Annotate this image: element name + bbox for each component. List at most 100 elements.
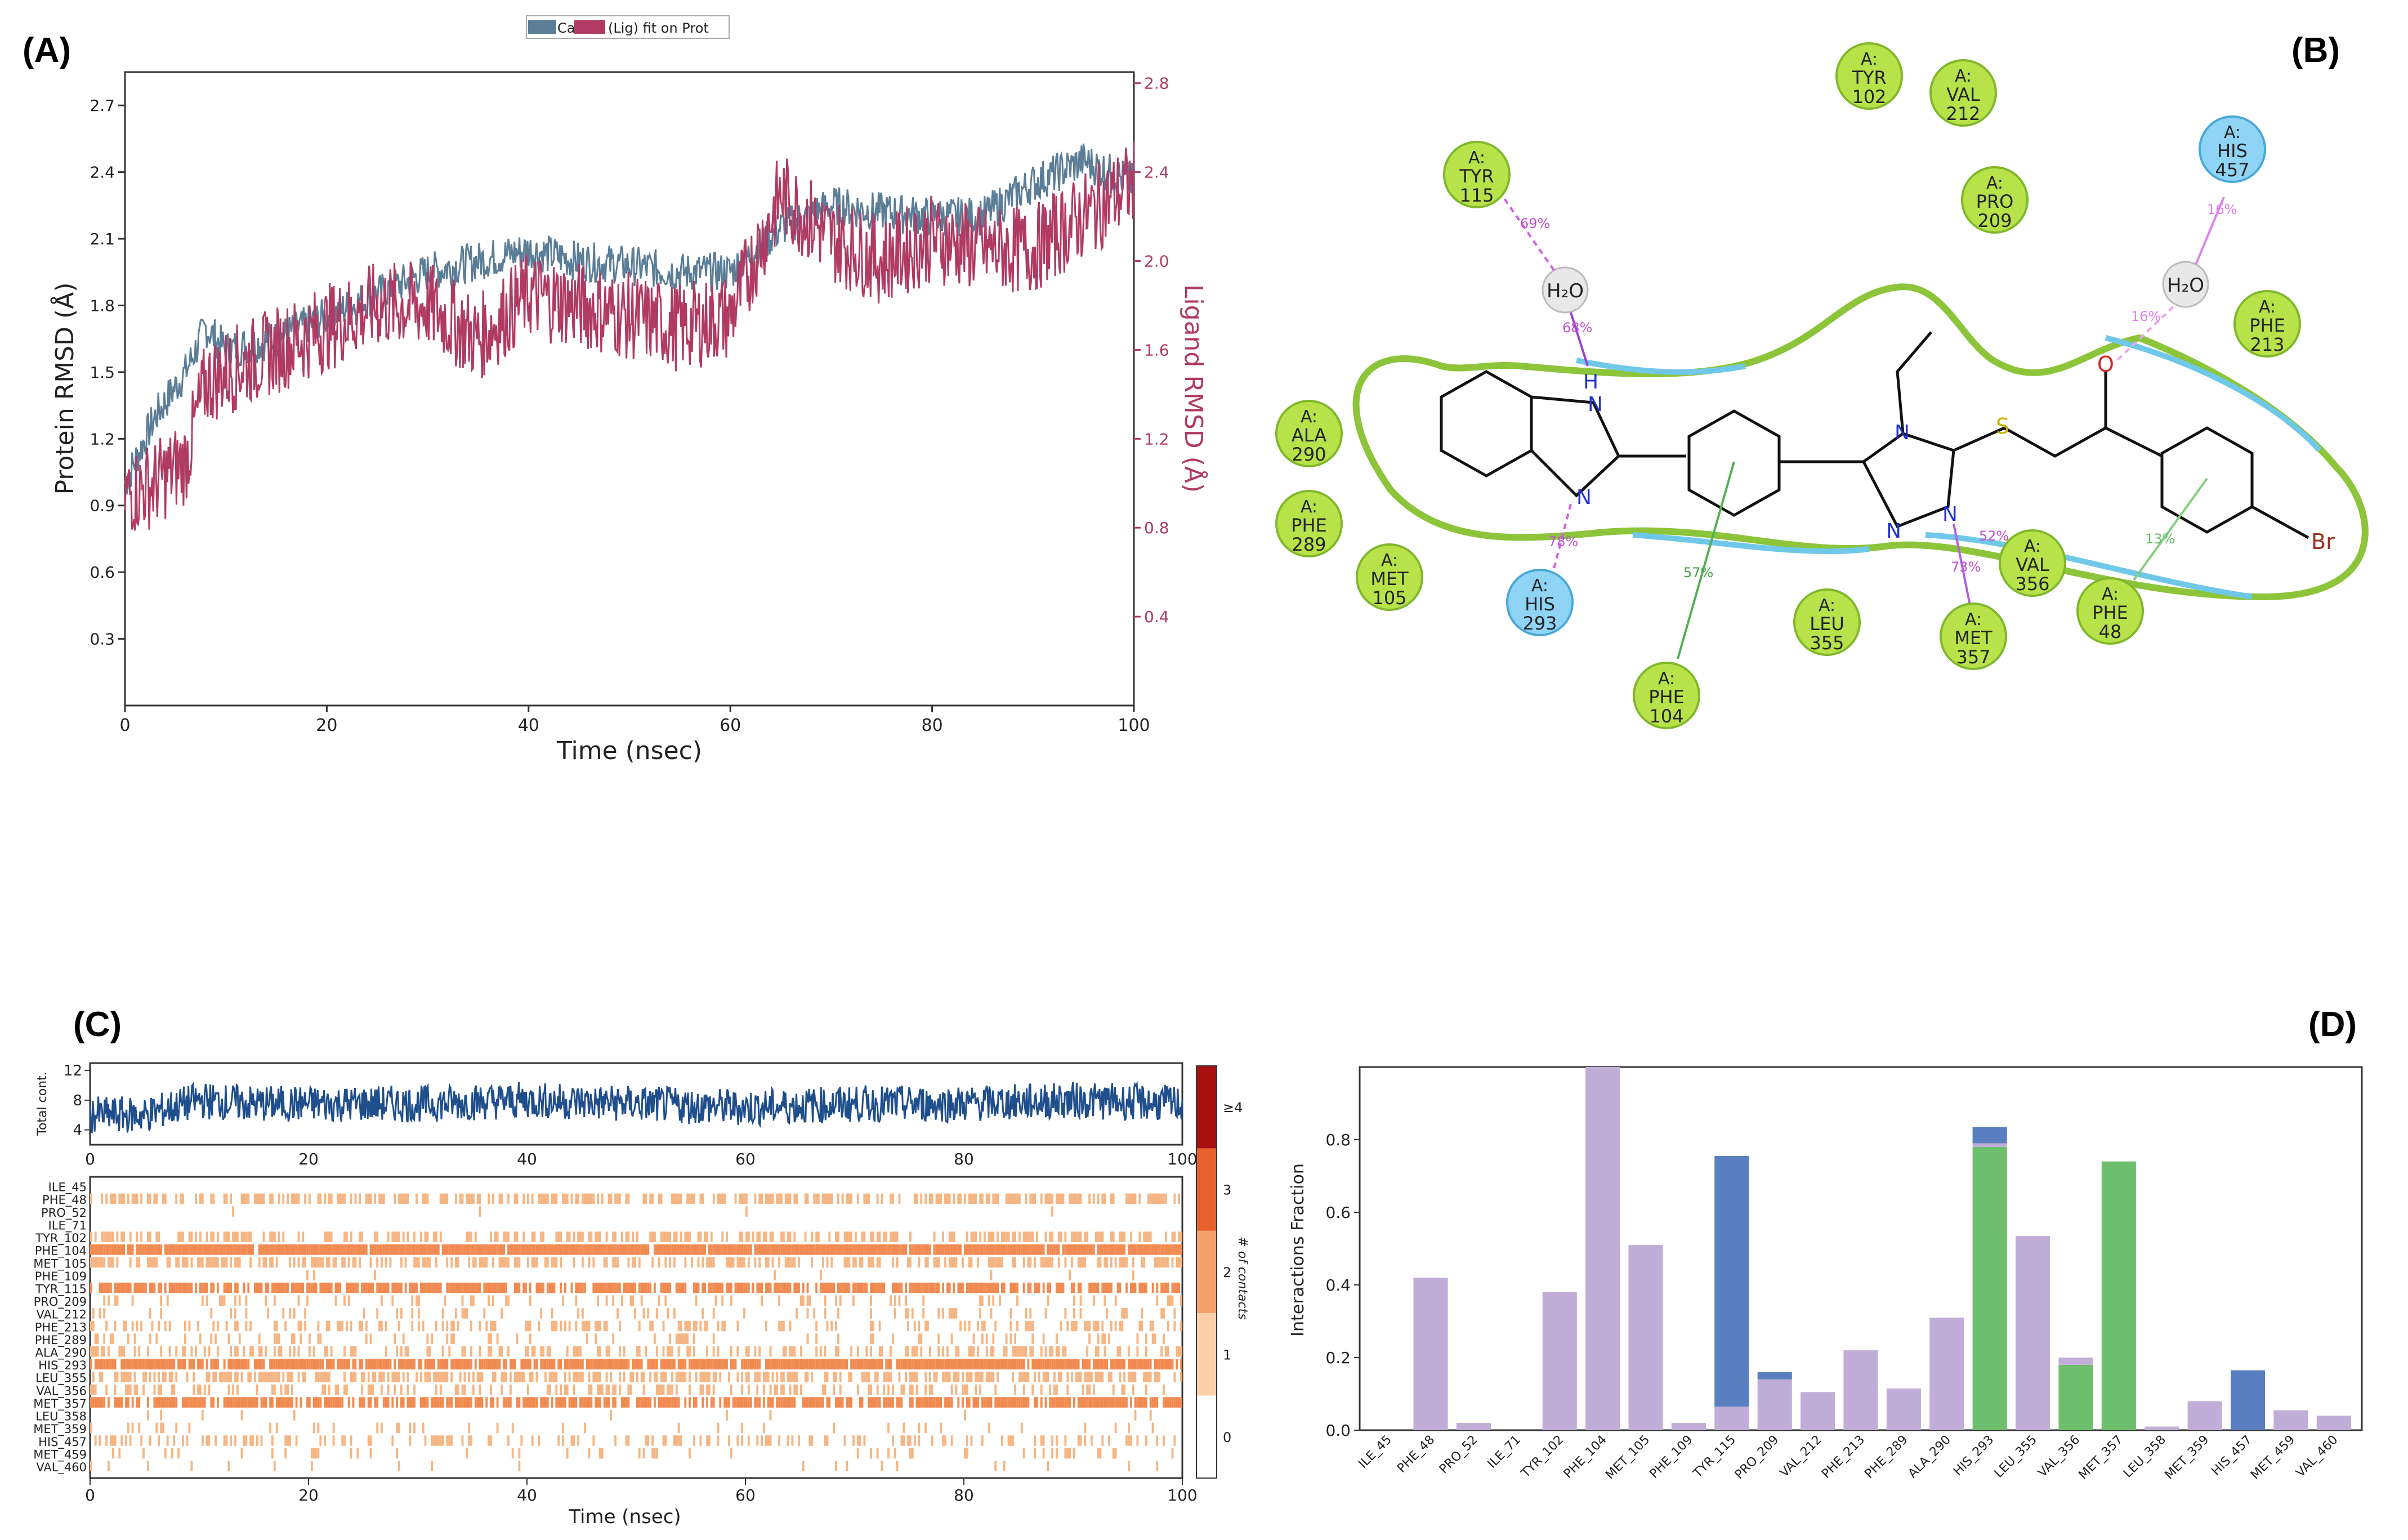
rmsd-left-tick-label: 1.2 (90, 430, 115, 448)
fraction-x-tick-label: MET_459 (2248, 1433, 2298, 1483)
total-contacts-x-tick-label: 40 (517, 1150, 537, 1168)
fraction-x-tick-label: TYR_102 (1518, 1433, 1567, 1481)
pct-water-right: 16% (2131, 309, 2161, 324)
heatmap-residue-label: VAL_460 (36, 1461, 87, 1475)
heatmap-row (111, 1448, 1174, 1459)
fraction-x-tick-label: MET_105 (1603, 1433, 1652, 1483)
residue-circle (1999, 529, 2066, 597)
total-contacts-tick-label: 4 (73, 1122, 82, 1139)
colorbar-label: # of contacts (1235, 1237, 1249, 1319)
bond-ring-br (2251, 505, 2309, 539)
hbond-water-right (2116, 306, 2174, 361)
rmsd-right-tick-label: 2.8 (1144, 74, 1169, 93)
heatmap-residue-label: VAL_356 (36, 1384, 87, 1398)
bar-met-459-hydrophobic (2273, 1410, 2308, 1430)
contacts-x-tick-label: 0 (85, 1486, 95, 1505)
heatmap-residue-label: MET_359 (33, 1422, 87, 1436)
residue-number: 357 (1956, 646, 1990, 668)
pct-his293-b: 52% (1979, 528, 2009, 544)
residue-name: LEU (1810, 613, 1844, 635)
bar-val-460-hydrophobic (2316, 1416, 2351, 1430)
heatmap-row (90, 1461, 1159, 1471)
residue-name: PHE (1648, 686, 1685, 708)
bar-pro-209-water-bridges (1757, 1372, 1792, 1380)
rmsd-right-tick-label: 0.8 (1144, 519, 1169, 537)
rmsd-left-tick-label: 0.9 (90, 497, 115, 515)
contacts-x-tick-label: 80 (954, 1486, 974, 1505)
bar-phe-104-hydrophobic (1585, 1067, 1620, 1430)
residue-circle (1356, 543, 1423, 611)
rmsd-x-tick-label: 100 (1118, 716, 1150, 735)
residue-name: TYR (1851, 67, 1886, 88)
rmsd-x-tick-label: 40 (518, 716, 539, 735)
bar-his-293-water-bridges (1972, 1127, 2007, 1144)
residue-circle (1443, 141, 1511, 208)
heatmap-row (306, 1270, 1134, 1280)
rmsd-plot-frame (124, 71, 1135, 707)
fraction-y-axis: 0.0 0.2 0.4 0.6 0.8 (1325, 1131, 1360, 1440)
rmsd-right-tick-label: 2.4 (1144, 163, 1169, 182)
residue-chain: A: (1965, 610, 1982, 630)
fraction-x-tick-label: PHE_104 (1561, 1433, 1610, 1481)
heatmap-residue-label: ILE_71 (48, 1218, 87, 1233)
total-contacts-x-tick-label: 20 (298, 1150, 319, 1168)
fraction-x-tick-label: PHE_48 (1395, 1433, 1437, 1476)
residue-number: 105 (1372, 587, 1406, 609)
panel-label-c: (C) (73, 1005, 122, 1044)
rmsd-left-axis: 0.3 0.6 0.9 1.2 1.5 1.8 2.1 2.4 2.7 (90, 96, 125, 649)
residue-number: 355 (1810, 632, 1844, 654)
residue-name: MET (1954, 627, 1992, 649)
rmsd-x-label: Time (nsec) (556, 736, 702, 765)
rmsd-x-tick-label: 0 (119, 716, 130, 735)
rmsd-left-label: Protein RMSD (Å) (50, 283, 79, 495)
heatmap-row (232, 1206, 1054, 1217)
atom-n1: N (1588, 393, 1603, 416)
panel-a-rmsd-plot: 0.3 0.6 0.9 1.2 1.5 1.8 2.1 2.4 2.7 0.4 0.8 1.2 1.6… (50, 15, 1209, 765)
residue-chain: A: (1301, 407, 1317, 427)
phenyl-ring (1687, 409, 1781, 517)
total-contacts-plot: 4 8 12 0 20 40 60 80 100 (64, 1063, 1198, 1168)
fraction-x-tick-label: VAL_212 (1777, 1433, 1825, 1480)
heatmap-residue-label: VAL_212 (36, 1308, 87, 1322)
heatmap-residue-label: HIS_293 (38, 1359, 87, 1373)
heatmap-row (90, 1346, 1182, 1357)
residue-chain: A: (2224, 123, 2241, 142)
total-contacts-x-tick-label: 100 (1167, 1150, 1197, 1168)
colorbar-tick-label: 3 (1223, 1182, 1231, 1198)
residue-circle (1506, 569, 1574, 636)
residue-name: PRO (1976, 191, 2014, 212)
residue-circle (1940, 602, 2007, 670)
heatmap-residue-label: ALA_290 (35, 1346, 87, 1360)
bar-his-293-hydrophobic (1972, 1143, 2007, 1147)
total-contacts-label: Total cont. (35, 1072, 50, 1136)
fraction-x-tick-label: PHE_109 (1647, 1433, 1696, 1481)
total-contacts-tick-label: 12 (64, 1063, 82, 1079)
total-contacts-series (89, 1081, 1183, 1133)
residue-chain: A: (1955, 66, 1972, 86)
legend-swatch-protein (528, 20, 556, 34)
rmsd-left-tick-label: 1.5 (90, 363, 115, 382)
bar-val-356-hydrophobic (2058, 1358, 2093, 1365)
heatmap-residue-label: PRO_52 (41, 1206, 87, 1220)
fraction-y-label: Interactions Fraction (1288, 1163, 1308, 1337)
rmsd-x-tick-label: 80 (922, 716, 943, 735)
fraction-x-tick-label: HIS_457 (2209, 1433, 2255, 1479)
heatmap-residue-label: PHE_48 (42, 1193, 87, 1207)
triazole-ring (1861, 432, 1955, 529)
panel-label-d: (D) (2308, 1005, 2357, 1044)
pocket-outline-blue (1576, 335, 2322, 600)
water-right: H₂O (2162, 261, 2209, 308)
bar-phe-213-hydrophobic (1843, 1350, 1878, 1430)
fraction-x-tick-label: TYR_115 (1690, 1433, 1739, 1481)
bar-val-212-hydrophobic (1801, 1392, 1835, 1430)
residue-name: VAL (2016, 554, 2049, 575)
rmsd-right-tick-label: 0.4 (1144, 608, 1169, 626)
legend-swatch-ligand (574, 20, 605, 34)
heatmap-row (94, 1333, 1165, 1344)
residue-chain: A: (1468, 148, 1485, 168)
legend-box (526, 15, 730, 39)
